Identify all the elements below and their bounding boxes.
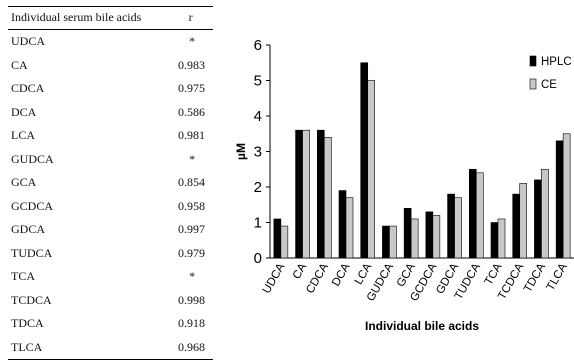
acid-name-cell: LCA <box>11 128 35 143</box>
table-row: UDCA * <box>8 30 213 54</box>
acid-name-cell: GDCA <box>11 222 46 237</box>
y-tick-label: 4 <box>254 108 262 125</box>
x-tick-label: TLCA <box>545 261 570 293</box>
acid-name-cell: CA <box>11 57 28 72</box>
acid-name-cell: TCA <box>11 269 35 284</box>
bar-ce-gcdca <box>432 215 441 259</box>
table-row: TUDCA 0.979 <box>8 242 213 266</box>
bar-ce-tudca <box>475 172 484 259</box>
bar-ce-gudca <box>389 225 397 259</box>
bar-hplc-dca <box>338 190 347 259</box>
r-value-cell: * <box>189 151 196 166</box>
acid-name-cell: GUDCA <box>11 151 54 166</box>
bar-hplc-tdca <box>534 179 542 259</box>
table-row: GDCA 0.997 <box>8 218 213 242</box>
bar-hplc-ca <box>295 129 303 259</box>
bar-hplc-gdca <box>447 193 455 259</box>
acid-name-cell: DCA <box>11 104 37 119</box>
y-tick-label: 2 <box>254 179 262 196</box>
legend-label-hplc: HPLC <box>541 56 572 68</box>
bar-hplc-cdca <box>316 129 325 259</box>
table-row: GCDCA 0.958 <box>8 195 213 219</box>
r-value-cell: * <box>189 269 196 284</box>
bar-hplc-gudca <box>382 225 390 259</box>
bar-hplc-tcdca <box>512 193 521 259</box>
y-tick-label: 3 <box>254 144 262 161</box>
table-row: LCA 0.981 <box>8 124 213 148</box>
table-row: TDCA 0.918 <box>8 312 213 336</box>
header-acid: Individual serum bile acids <box>8 6 169 30</box>
bar-ce-gdca <box>454 197 462 259</box>
x-tick-label: LCA <box>353 261 375 287</box>
table-row: GUDCA * <box>8 148 213 172</box>
bar-hplc-tudca <box>468 168 477 259</box>
table-row: TCA * <box>8 265 213 289</box>
r-value-cell: * <box>189 34 196 49</box>
bar-hplc-gca <box>403 208 412 259</box>
bar-ce-gca <box>410 218 419 259</box>
acid-name-cell: TCDCA <box>11 292 52 307</box>
y-tick-label: 6 <box>254 37 262 54</box>
bar-hplc-gcdca <box>425 211 434 259</box>
x-tick-label: TCA <box>483 261 505 287</box>
bar-ce-tlca <box>562 133 571 259</box>
table-row: DCA 0.586 <box>8 101 213 125</box>
bar-ce-tdca <box>541 168 549 259</box>
x-tick-label: CA <box>291 261 310 281</box>
r-value-cell: 0.998 <box>178 292 205 307</box>
legend-swatch-hplc <box>529 55 537 67</box>
acid-name-cell: CDCA <box>11 81 45 96</box>
r-value-cell: 0.997 <box>178 222 205 237</box>
r-value-cell: 0.981 <box>178 128 205 143</box>
bar-ce-dca <box>345 197 354 259</box>
legend-label-ce: CE <box>541 79 557 91</box>
bar-hplc-lca <box>360 62 369 259</box>
r-value-cell: 0.854 <box>178 175 205 190</box>
acid-name-cell: UDCA <box>11 34 46 49</box>
bar-ce-ca <box>302 129 310 259</box>
bar-ce-tca <box>497 218 506 259</box>
bar-ce-lca <box>367 80 376 259</box>
r-value-cell: 0.979 <box>178 245 205 260</box>
header-r: r <box>168 6 213 30</box>
bar-hplc-tca <box>490 222 499 259</box>
table-row: TCDCA 0.998 <box>8 289 213 313</box>
table-header-row: Individual serum bile acids r <box>8 6 213 30</box>
r-value-cell: 0.975 <box>178 81 205 96</box>
x-tick-label: TDCA <box>522 261 548 294</box>
r-value-cell: 0.586 <box>178 104 205 119</box>
bar-ce-udca <box>280 225 289 259</box>
y-tick-label: 5 <box>254 73 262 90</box>
acid-name-cell: GCA <box>11 175 37 190</box>
bar-ce-cdca <box>323 137 332 259</box>
bar-hplc-tlca <box>555 140 564 259</box>
table-row: GCA 0.854 <box>8 171 213 195</box>
r-value-cell: 0.918 <box>178 316 205 331</box>
correlation-table: Individual serum bile acids r UDCA * CA 0.9… <box>8 6 213 360</box>
y-tick-label: 1 <box>254 215 262 232</box>
y-tick-label: 0 <box>254 250 262 267</box>
acid-name-cell: GCDCA <box>11 198 54 213</box>
acid-name-cell: TUDCA <box>11 245 53 260</box>
y-axis-label: µM <box>234 143 248 160</box>
x-tick-label: UDCA <box>261 261 288 296</box>
r-value-cell: 0.958 <box>178 198 205 213</box>
table-row: CA 0.983 <box>8 54 213 78</box>
r-value-cell: 0.983 <box>178 57 205 72</box>
bar-ce-tcdca <box>519 183 528 259</box>
x-axis-label: Individual bile acids <box>365 319 479 333</box>
x-tick-label: DCA <box>330 261 353 288</box>
x-tick-label: CDCA <box>304 261 331 296</box>
bar-hplc-udca <box>273 218 282 259</box>
table-row: CDCA 0.975 <box>8 77 213 101</box>
legend-swatch-ce <box>529 78 537 90</box>
acid-name-cell: TDCA <box>11 316 44 331</box>
